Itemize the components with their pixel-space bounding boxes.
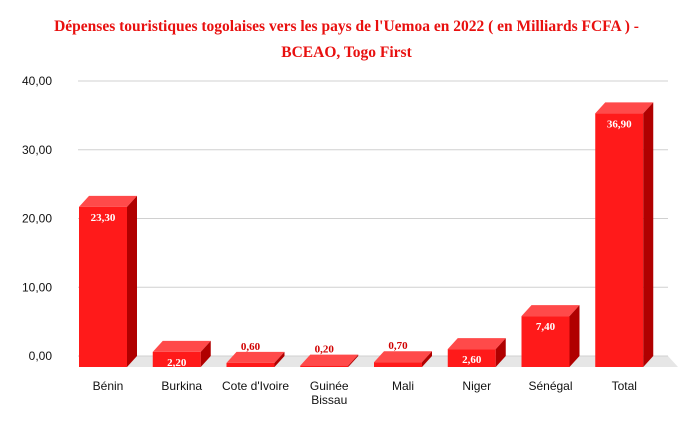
x-tick-label: Bénin (93, 379, 124, 393)
bar-side (274, 351, 285, 367)
data-label: 36,90 (607, 118, 632, 130)
bar-side (348, 354, 359, 367)
bar-top (447, 338, 506, 350)
bar (226, 351, 285, 367)
y-tick-label: 10,00 (22, 280, 52, 294)
bar-front (226, 362, 275, 367)
y-tick-label: 30,00 (22, 143, 52, 157)
y-tick-label: 40,00 (22, 74, 52, 88)
bar (521, 305, 580, 367)
data-label: 2,20 (167, 357, 187, 369)
chart-title-line-2: BCEAO, Togo First (281, 44, 412, 61)
bar-top (374, 351, 432, 363)
x-tick-label: Niger (462, 379, 491, 393)
bar-top (152, 340, 211, 352)
bar-front (300, 365, 349, 367)
bar-front (374, 362, 422, 367)
y-tick-label: 0,00 (29, 349, 53, 363)
y-tick-label: 20,00 (22, 212, 52, 226)
x-tick-label: Cote d'Ivoire (222, 379, 289, 393)
chart-title: Dépenses touristiques togolaises vers le… (0, 14, 693, 66)
bar-front (447, 349, 496, 367)
bar-side (643, 102, 654, 367)
bar-front (521, 316, 570, 367)
bar-side (569, 305, 580, 367)
bar-side (495, 338, 506, 367)
x-tick-label: Bissau (311, 393, 347, 407)
bar-front (595, 113, 644, 367)
bar-front (79, 206, 127, 367)
data-label: 0,70 (388, 340, 408, 352)
data-label: 7,40 (536, 321, 556, 333)
chart-title-line-1: Dépenses touristiques togolaises vers le… (54, 18, 639, 35)
x-tick-label: Total (612, 379, 637, 393)
bar-top (521, 305, 580, 317)
bar-top (595, 102, 654, 114)
data-label: 2,60 (462, 354, 482, 366)
bar-side (127, 195, 137, 367)
bar-side (200, 340, 211, 367)
bar (447, 338, 506, 367)
bar (374, 351, 432, 367)
bar-side (422, 351, 432, 367)
data-label: 0,60 (241, 341, 261, 353)
bar-top (300, 354, 359, 366)
bar-top (226, 351, 285, 363)
bar-front (152, 351, 201, 367)
data-label: 0,20 (315, 344, 335, 356)
bar (595, 102, 654, 367)
x-tick-label: Mali (392, 379, 414, 393)
x-tick-label: Burkina (161, 379, 202, 393)
bar (79, 195, 137, 367)
bar (152, 340, 211, 367)
x-tick-label: Guinée (310, 379, 349, 393)
bar (300, 354, 359, 367)
x-tick-label: Sénégal (528, 379, 572, 393)
data-label: 23,30 (91, 212, 116, 224)
bar-top (79, 195, 137, 207)
